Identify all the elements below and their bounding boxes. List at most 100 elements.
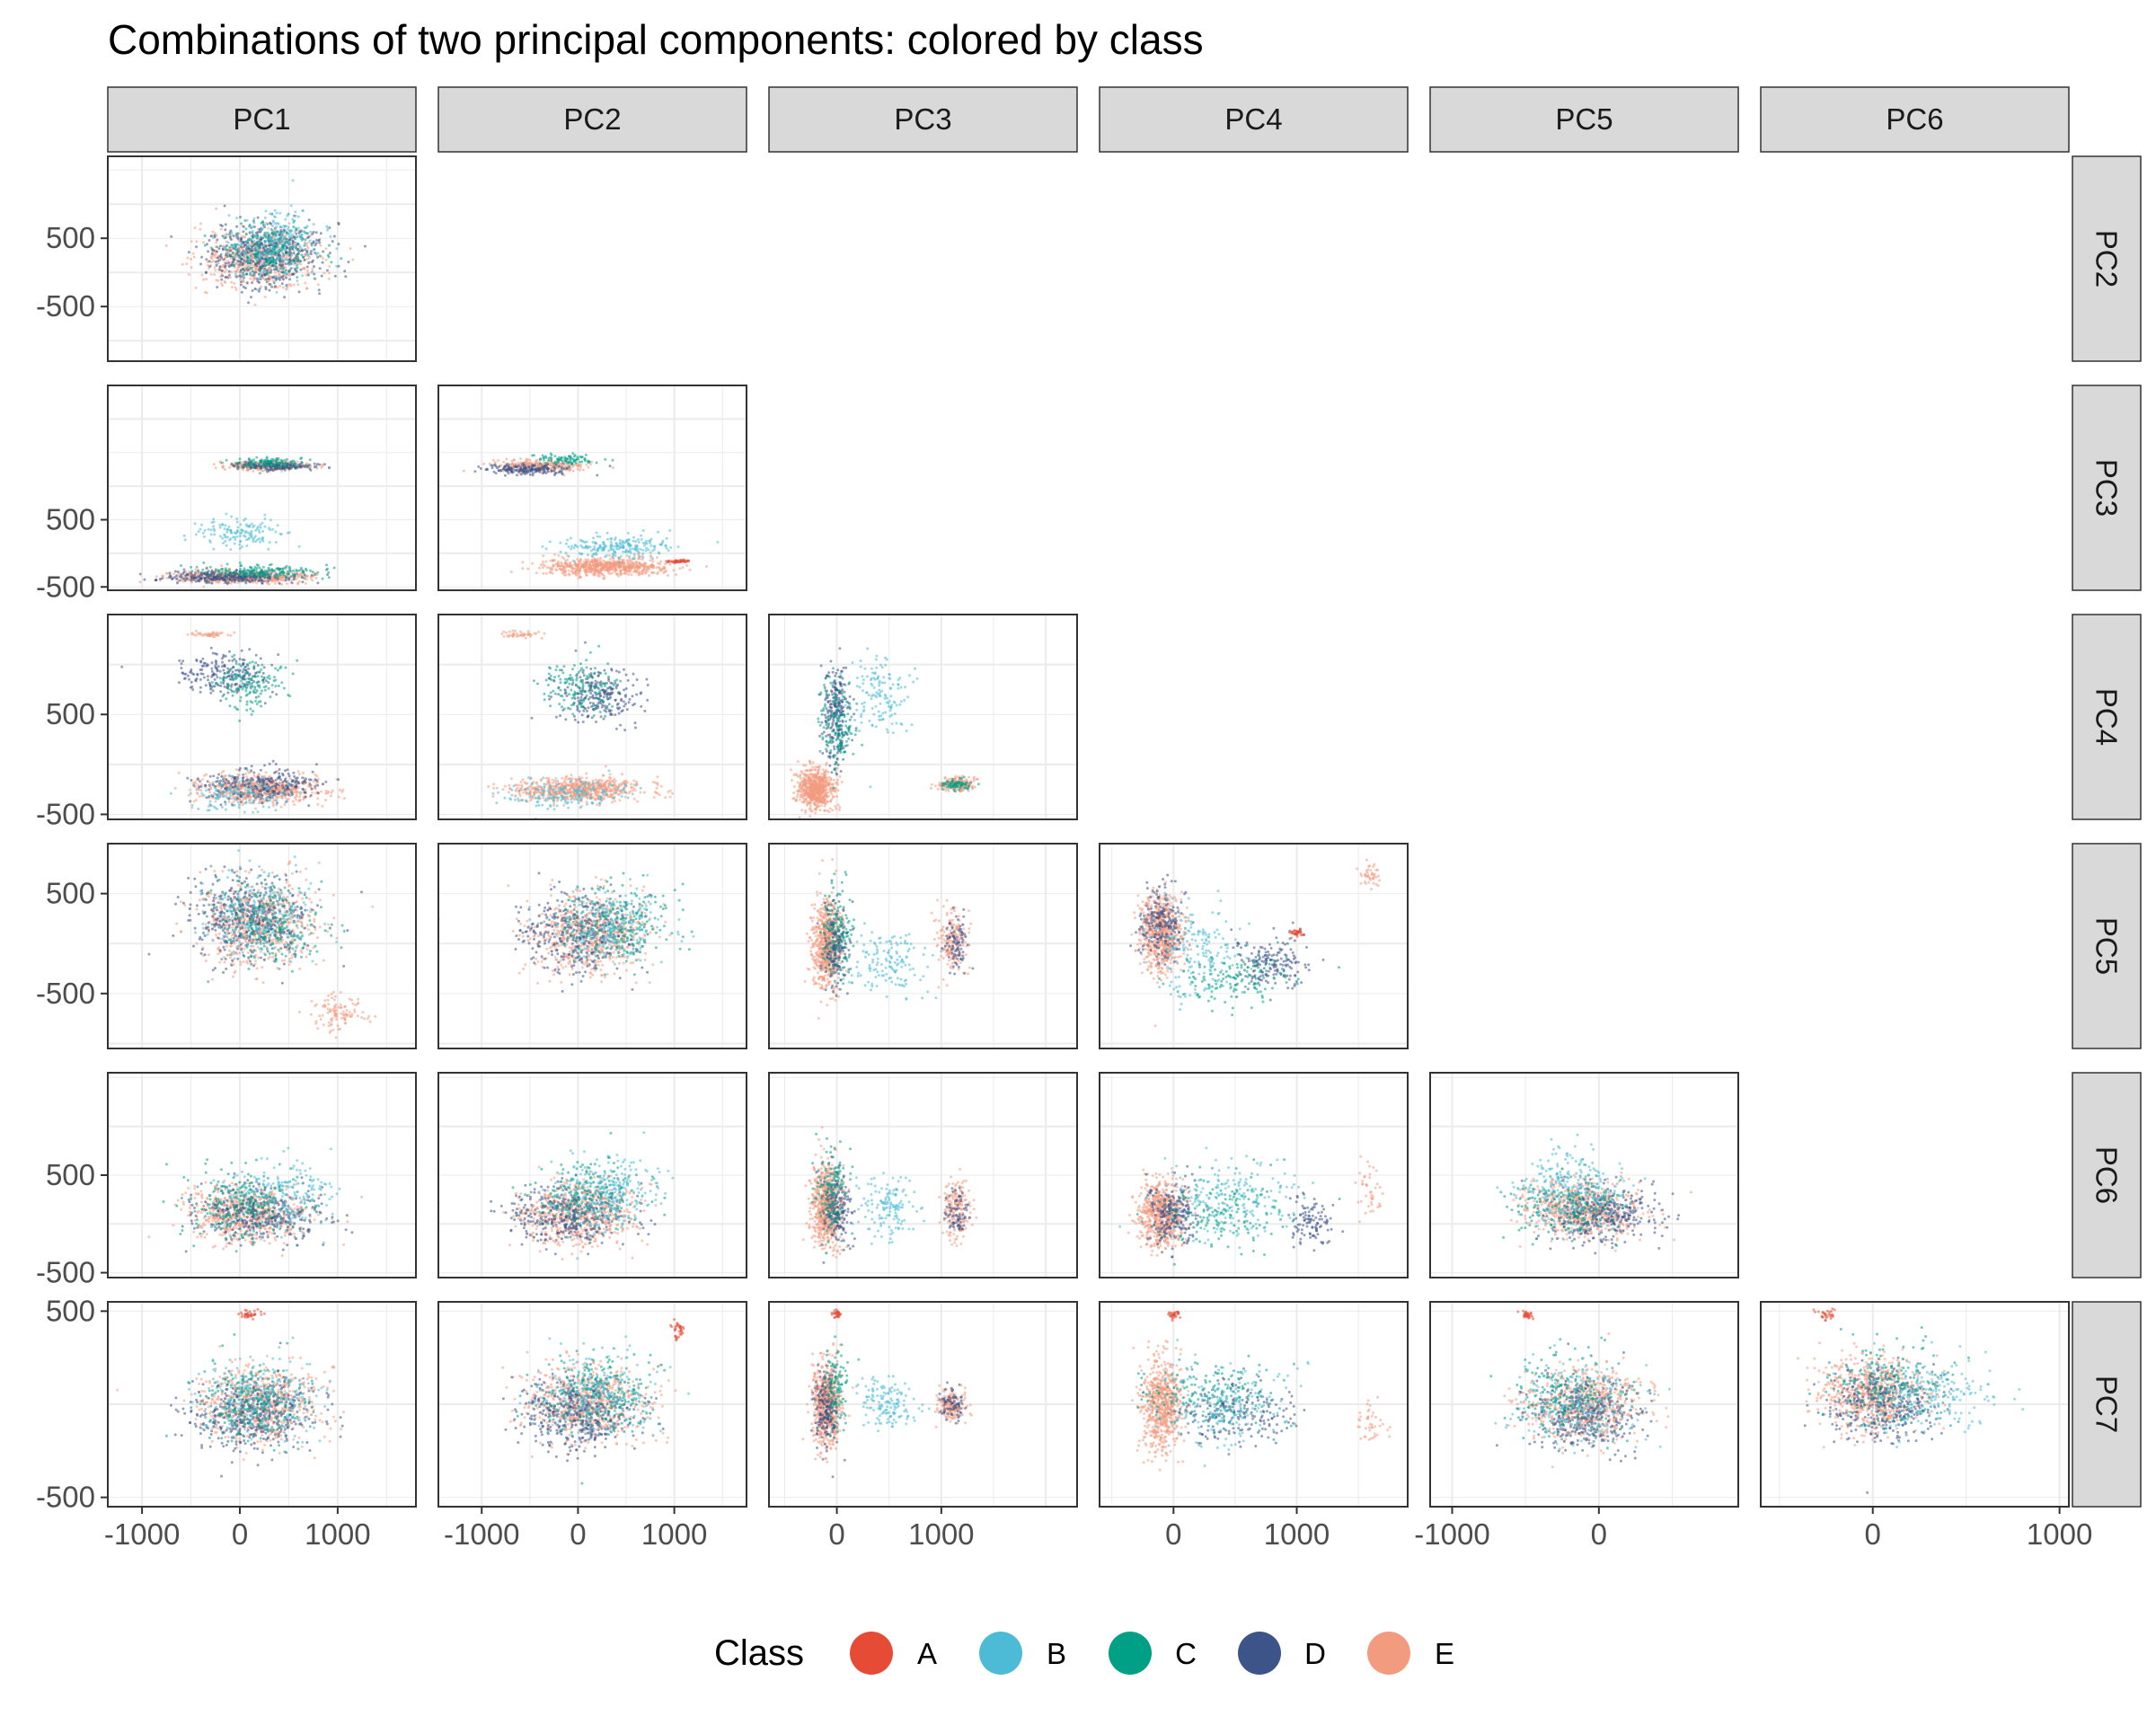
data-point (262, 579, 266, 583)
data-point (243, 460, 247, 464)
data-point (271, 469, 275, 473)
data-point (614, 544, 616, 548)
data-point (250, 296, 252, 299)
gridlines (438, 385, 747, 590)
data-point (283, 296, 287, 299)
data-point (270, 462, 273, 465)
data-point (270, 212, 274, 216)
data-point (246, 245, 250, 249)
data-point (200, 783, 204, 786)
data-point (212, 579, 216, 582)
data-point (615, 547, 618, 551)
data-point (505, 457, 508, 461)
data-point (230, 515, 234, 518)
data-point (511, 471, 515, 473)
data-point (283, 803, 287, 806)
data-point (563, 562, 567, 565)
data-point (559, 568, 562, 571)
data-point (297, 544, 301, 548)
data-point (584, 545, 588, 549)
data-point (627, 550, 630, 553)
data-point (269, 265, 272, 269)
data-point (226, 259, 229, 262)
data-point (240, 290, 243, 294)
panel-border (107, 385, 417, 591)
data-point (571, 567, 575, 571)
data-point (240, 240, 243, 243)
data-point (557, 553, 561, 557)
data-point (296, 279, 299, 283)
data-point (215, 279, 218, 282)
data-point (567, 554, 570, 558)
cluster-class-b (212, 179, 339, 294)
data-point (607, 561, 611, 564)
data-point (243, 535, 247, 538)
data-point (347, 261, 350, 264)
data-point (243, 255, 246, 259)
data-point (289, 267, 293, 270)
data-point (209, 234, 213, 238)
data-point (242, 279, 245, 282)
data-point (194, 286, 198, 289)
cluster-class-a (665, 558, 691, 564)
data-point (256, 288, 260, 292)
data-point (263, 231, 267, 234)
data-point (190, 565, 193, 569)
data-point (290, 460, 294, 464)
data-point (255, 581, 259, 585)
panel-pc1-pc4: 500-500 (36, 614, 417, 830)
data-point (225, 255, 229, 259)
data-point (278, 259, 281, 262)
data-point (138, 572, 142, 576)
data-point (285, 284, 288, 288)
data-point (326, 228, 330, 232)
data-point (614, 554, 617, 557)
data-point (287, 467, 291, 470)
data-point (295, 577, 298, 580)
data-point (220, 278, 224, 281)
data-point (271, 527, 274, 531)
data-point (183, 538, 187, 542)
data-point (274, 247, 278, 251)
data-point (296, 250, 300, 252)
data-point (195, 245, 199, 249)
data-point (548, 571, 552, 574)
data-point (173, 570, 177, 573)
data-point (278, 211, 282, 215)
data-point (286, 582, 288, 586)
data-point (524, 460, 527, 464)
data-point (322, 250, 325, 253)
data-point (286, 227, 289, 231)
data-point (610, 543, 614, 546)
data-point (241, 253, 244, 257)
data-point (526, 468, 529, 472)
data-point (199, 527, 202, 531)
data-point (195, 565, 199, 569)
column-strip-pc3 (768, 86, 1078, 153)
data-point (504, 468, 508, 472)
data-point (250, 237, 253, 241)
data-point (300, 235, 304, 239)
data-point (312, 248, 315, 252)
data-point (550, 459, 553, 463)
data-point (610, 548, 614, 552)
data-point (659, 560, 663, 563)
data-point (262, 270, 266, 274)
data-point (284, 566, 287, 570)
data-point (635, 567, 639, 571)
data-point (351, 258, 355, 261)
data-point (244, 250, 247, 253)
data-point (218, 244, 222, 248)
data-point (233, 531, 236, 535)
data-point (499, 468, 503, 472)
data-point (238, 263, 242, 267)
data-point (231, 571, 234, 575)
data-point (251, 270, 254, 273)
data-point (517, 464, 520, 467)
data-point (598, 571, 602, 575)
data-point (265, 255, 269, 259)
data-point (648, 539, 651, 543)
data-point (281, 567, 284, 571)
data-point (217, 268, 221, 271)
data-point (318, 463, 322, 466)
